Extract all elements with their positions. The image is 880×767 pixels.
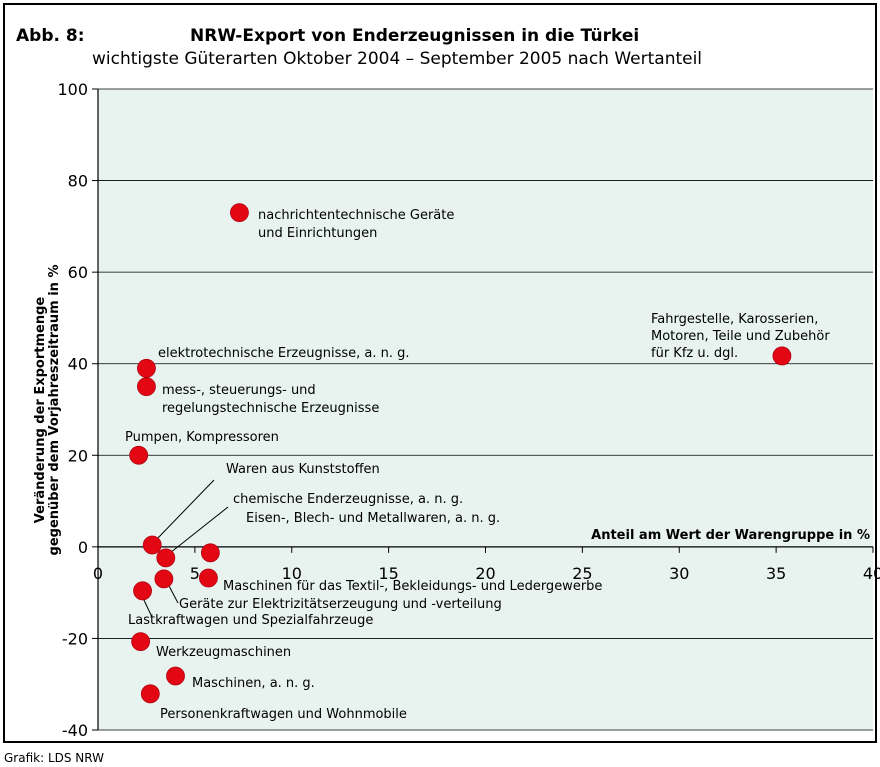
x-tick-label: 20: [475, 564, 495, 583]
y-tick-label: 60: [68, 263, 88, 282]
x-tick-label: 0: [93, 564, 103, 583]
x-tick-label: 15: [378, 564, 398, 583]
source: Grafik: LDS NRW: [4, 751, 104, 765]
point: [230, 203, 249, 223]
y-tick-label: 100: [57, 80, 88, 99]
leader-line: [169, 506, 229, 554]
point: [166, 666, 185, 686]
x-tick-label: 5: [190, 564, 200, 583]
point: [137, 358, 156, 378]
point-label: Pumpen, Kompressoren: [125, 430, 279, 445]
plot-area: [98, 89, 873, 730]
y-tick-label: -40: [62, 721, 88, 740]
x-tick-label: 40: [863, 564, 880, 583]
point-label: Lastkraftwagen und Spezialfahrzeuge: [128, 613, 373, 628]
point: [140, 684, 160, 704]
y-tick-label: 80: [68, 172, 88, 191]
point-label: Eisen-, Blech- und Metallwaren, a. n. g.: [246, 511, 500, 526]
x-axis-label: Anteil am Wert der Warengruppe in %: [591, 528, 870, 543]
point: [772, 346, 792, 366]
point: [200, 543, 220, 563]
point-label: elektrotechnische Erzeugnisse, a. n. g.: [158, 346, 410, 361]
point-label: regelungstechnische Erzeugnisse: [162, 401, 379, 416]
point: [131, 632, 151, 652]
point-label: für Kfz u. dgl.: [651, 346, 738, 361]
point-label: Motoren, Teile und Zubehör: [651, 329, 830, 344]
point-label: Personenkraftwagen und Wohnmobile: [160, 707, 407, 722]
y-axis-label: gegenüber dem Vorjahreszeitraum in %: [47, 265, 62, 556]
point: [133, 581, 152, 601]
leader-line: [155, 479, 215, 541]
leader-line: [167, 583, 179, 604]
point: [156, 548, 176, 568]
x-tick-label: 10: [282, 564, 302, 583]
y-axis-label: Veränderung der Exportmenge: [33, 297, 48, 524]
y-tick-label: -20: [62, 629, 88, 648]
point-label: Werkzeugmaschinen: [156, 645, 291, 660]
point-label: mess-, steuerungs- und: [162, 383, 316, 398]
point: [129, 445, 149, 465]
y-tick-label: 20: [68, 446, 88, 465]
point: [142, 535, 162, 555]
point-label: Geräte zur Elektrizitätserzeugung und -v…: [179, 597, 502, 612]
point-label: Waren aus Kunststoffen: [226, 462, 380, 477]
point: [199, 568, 218, 588]
point-label: und Einrichtungen: [258, 226, 377, 241]
chart-subtitle: wichtigste Güterarten Oktober 2004 – Sep…: [92, 49, 702, 69]
figure-label: Abb. 8:: [16, 26, 85, 46]
x-tick-label: 30: [669, 564, 689, 583]
x-tick-label: 25: [572, 564, 592, 583]
point-label: Fahrgestelle, Karosserien,: [651, 312, 818, 327]
y-tick-label: 40: [68, 355, 88, 374]
point: [154, 569, 174, 589]
point-label: nachrichtentechnische Geräte: [258, 208, 454, 223]
x-tick-label: 35: [766, 564, 786, 583]
point: [137, 377, 156, 397]
point-label: Maschinen für das Textil-, Bekleidungs- …: [223, 579, 602, 594]
frame: [3, 3, 877, 743]
point-label: chemische Enderzeugnisse, a. n. g.: [233, 492, 463, 507]
chart-title: NRW-Export von Enderzeugnissen in die Tü…: [190, 26, 639, 46]
point-label: Maschinen, a. n. g.: [192, 676, 315, 691]
y-tick-label: 0: [78, 538, 88, 557]
